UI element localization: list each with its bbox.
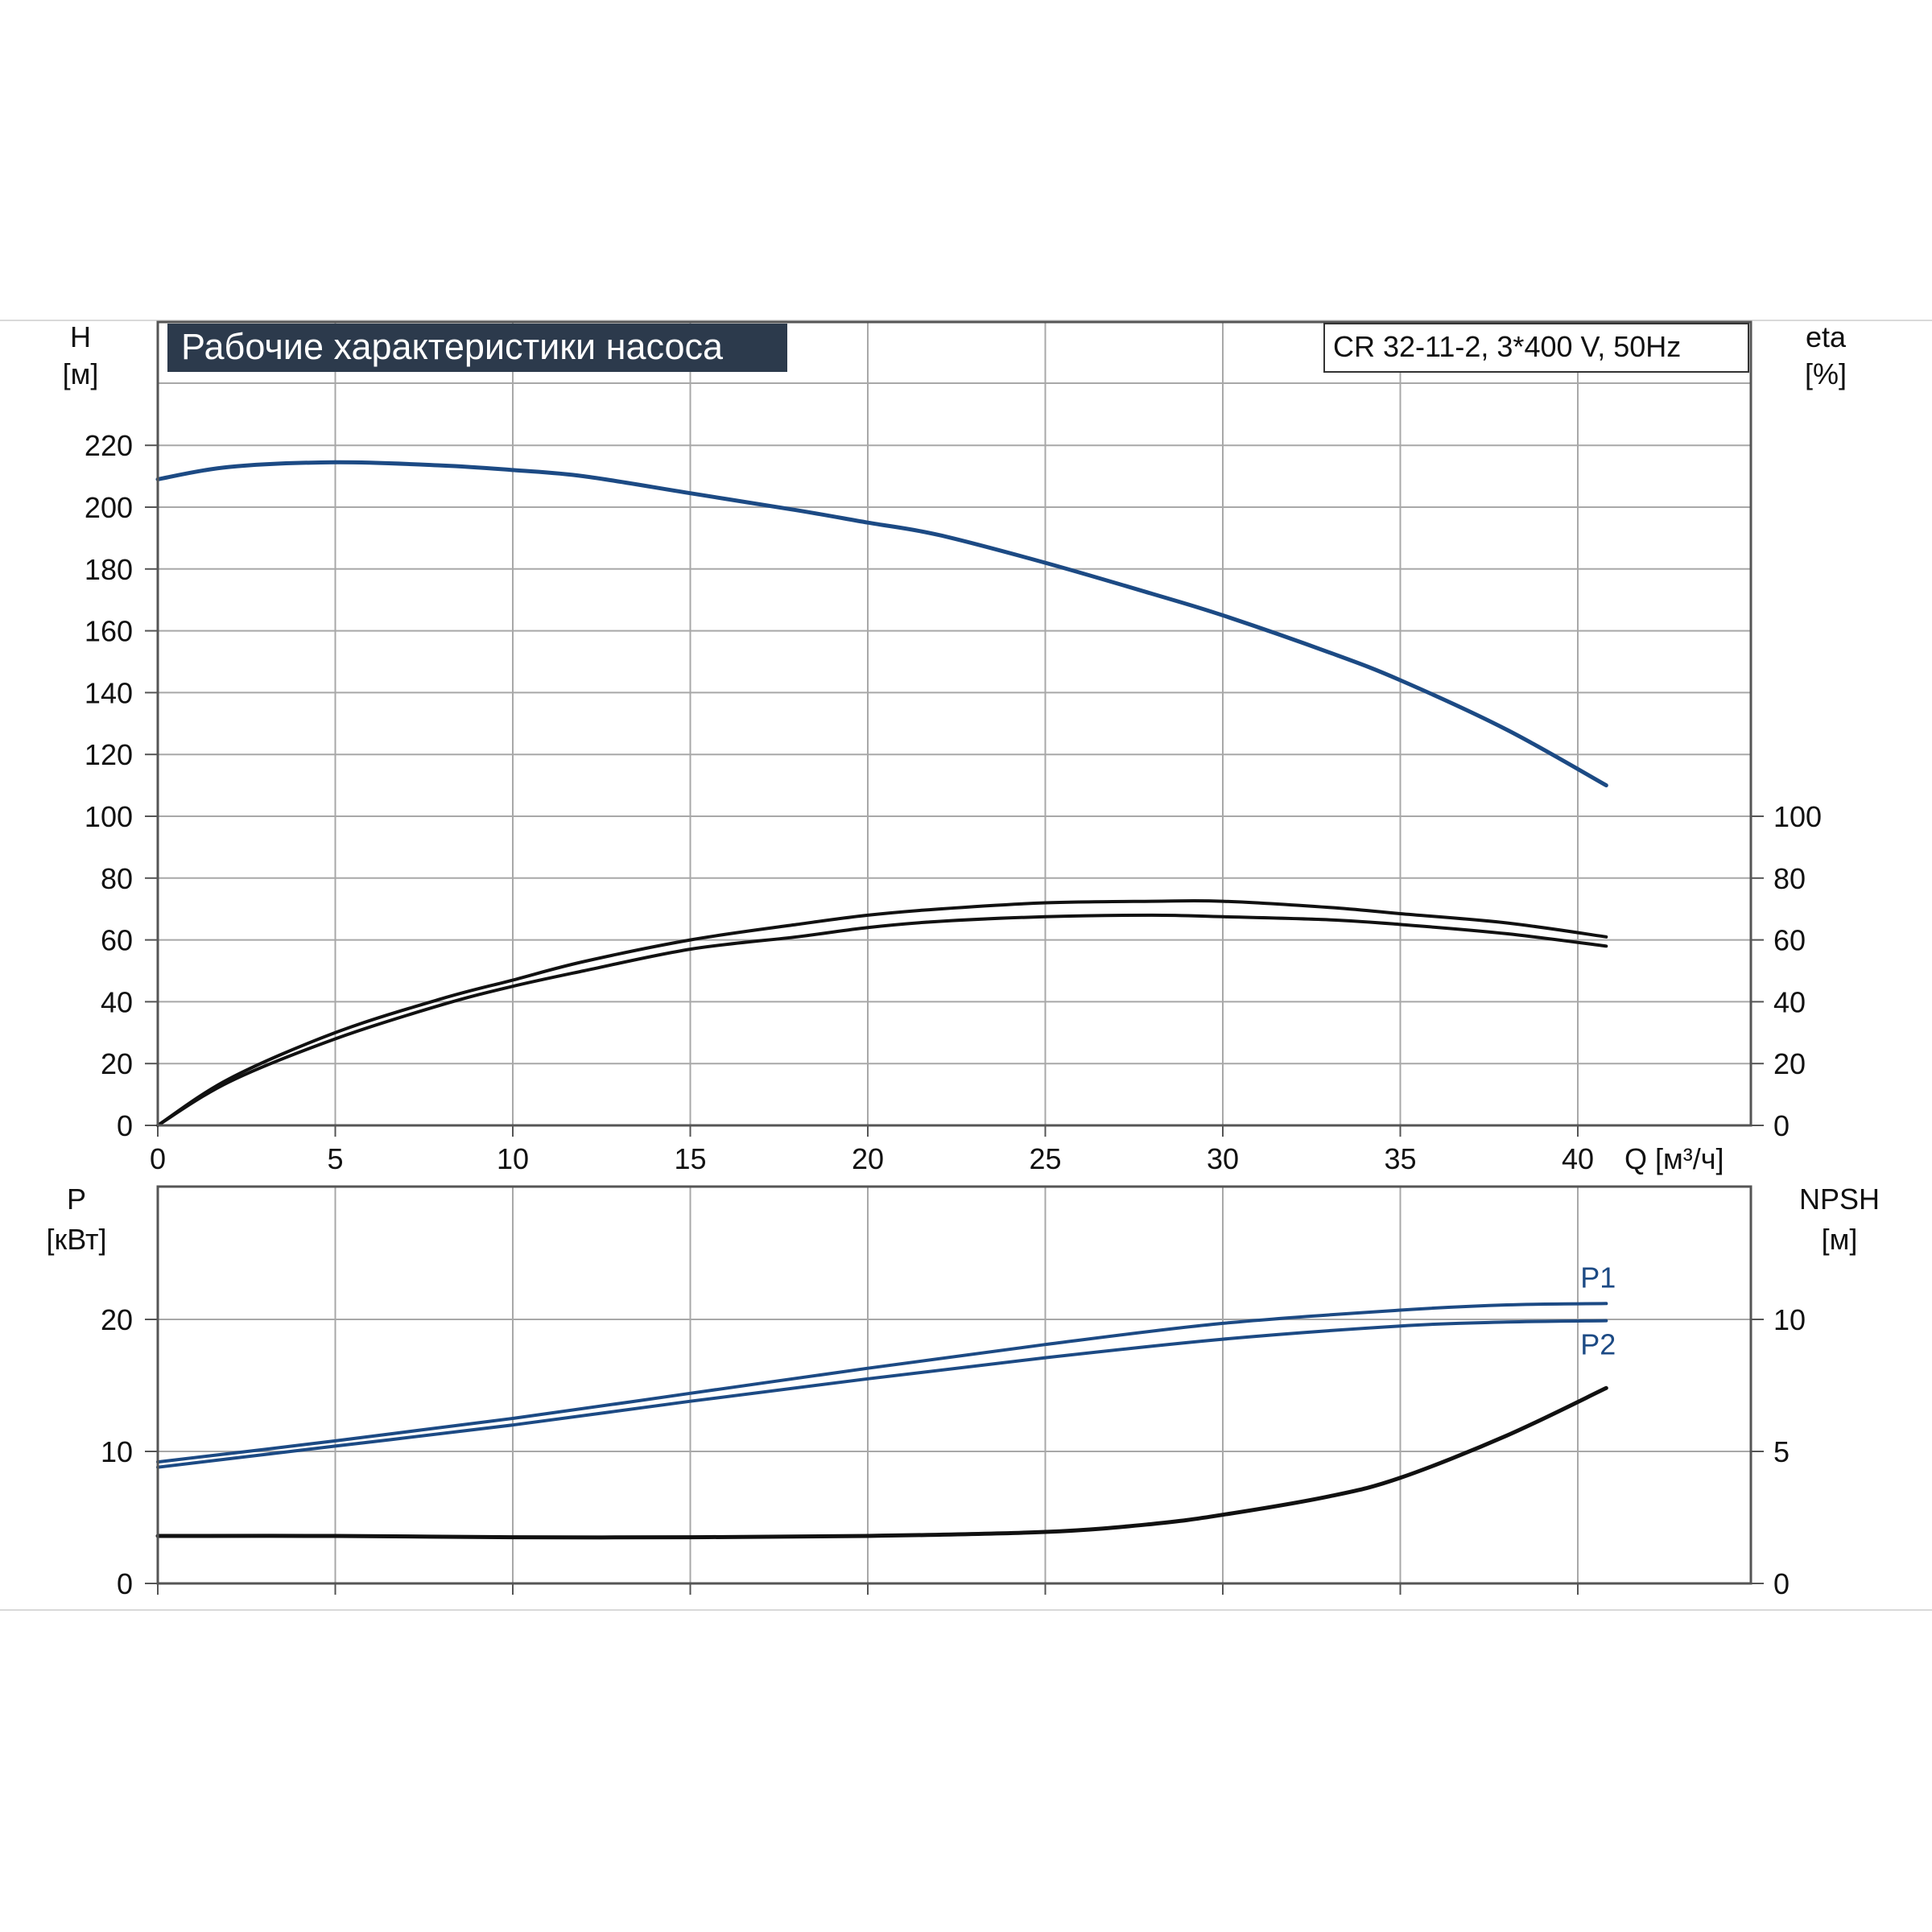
power-npsh-panel: 0 10 20 0 5 10 P1 P2 P [кВт] NPSH [м] [46,1183,1880,1600]
y-axis-label-npsh: NPSH [1799,1183,1880,1216]
top-series [155,460,1608,1127]
x-tick-label: 40 [1562,1142,1594,1175]
y-axis-label-head: H [70,320,91,353]
y-tick-label-head: 0 [117,1109,133,1142]
y-tick-label-head: 120 [85,738,133,771]
y-tick-label-power: 10 [101,1435,133,1468]
bottom-grid [158,1187,1751,1583]
power-curve-p1 [156,1302,1608,1464]
x-tick-label: 35 [1384,1142,1416,1175]
top-plot-frame [156,320,1752,1127]
x-tick-label: 0 [150,1142,166,1175]
x-tick-label: 25 [1029,1142,1061,1175]
y-tick-label-eta: 100 [1773,800,1822,833]
y-axis-unit-npsh: [м] [1822,1223,1858,1256]
y-tick-label-eta: 20 [1773,1047,1806,1080]
y-tick-label-eta: 0 [1773,1109,1790,1142]
head-curve [155,460,1608,788]
y-axis-unit-power: [кВт] [46,1223,106,1256]
y-tick-label-head: 80 [101,862,133,895]
y-axis-unit-eta: [%] [1805,357,1847,390]
efficiency-curve [156,898,1608,1127]
series-label-p2: P2 [1580,1328,1616,1361]
bottom-tick-labels: 0 10 20 0 5 10 [101,1303,1806,1600]
y-tick-label-power: 20 [101,1303,133,1336]
y-tick-label-eta: 40 [1773,985,1806,1018]
top-grid [158,322,1751,1125]
y-tick-label-head: 40 [101,985,133,1018]
y-tick-label-npsh: 5 [1773,1435,1790,1468]
top-tick-labels: 0204060801001201401601802002200204060801… [85,429,1822,1175]
chart-title: Рабочие характеристики насоса [181,326,724,367]
y-tick-label-eta: 60 [1773,924,1806,957]
x-axis-label: Q [м³/ч] [1624,1142,1724,1175]
y-tick-label-head: 160 [85,615,133,648]
y-tick-label-head: 200 [85,491,133,524]
y-tick-label-power: 0 [117,1567,133,1600]
y-axis-label-power: P [67,1183,86,1216]
head-efficiency-panel: 0204060801001201401601802002200204060801… [63,320,1847,1175]
npsh-curve [155,1385,1608,1540]
y-tick-label-head: 100 [85,800,133,833]
y-axis-label-eta: eta [1806,320,1847,353]
y-tick-label-eta: 80 [1773,862,1806,895]
bottom-plot-frame [156,1185,1752,1585]
x-tick-label: 20 [852,1142,884,1175]
model-label: CR 32-11-2, 3*400 V, 50Hz [1333,330,1681,363]
y-tick-label-head: 220 [85,429,133,462]
power-curve-p2 [156,1319,1608,1469]
x-tick-label: 30 [1207,1142,1239,1175]
title-box [167,324,787,372]
x-tick-label: 5 [327,1142,343,1175]
y-tick-label-npsh: 10 [1773,1303,1806,1336]
efficiency-curve [156,913,1608,1127]
model-label-box [1323,323,1749,373]
y-tick-label-head: 60 [101,924,133,957]
bottom-series: P1 P2 [155,1261,1616,1540]
y-tick-label-npsh: 0 [1773,1567,1790,1600]
y-tick-label-head: 140 [85,676,133,709]
x-tick-label: 15 [674,1142,706,1175]
series-label-p1: P1 [1580,1261,1616,1294]
y-tick-label-head: 180 [85,553,133,586]
y-tick-label-head: 20 [101,1047,133,1080]
x-tick-label: 10 [497,1142,529,1175]
y-axis-unit-head: [м] [63,357,99,390]
